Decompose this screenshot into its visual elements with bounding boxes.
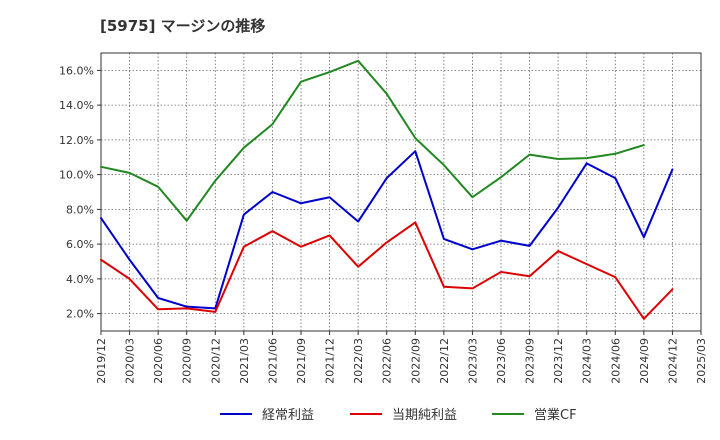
chart-title: [5975] マージンの推移 [100, 17, 265, 35]
x-tick-label: 2024/06 [609, 338, 622, 384]
x-tick-label: 2021/06 [266, 338, 279, 384]
y-tick-label: 10.0% [59, 169, 94, 182]
x-tick-label: 2022/12 [438, 338, 451, 384]
y-tick-label: 14.0% [59, 99, 94, 112]
plot-area [100, 52, 702, 332]
x-tick-label: 2020/06 [152, 338, 165, 384]
x-tick-label: 2022/03 [352, 338, 365, 384]
series-line [100, 221, 674, 320]
x-tick-label: 2023/03 [466, 338, 479, 384]
x-tick-label: 2020/09 [181, 338, 194, 384]
x-tick-label: 2021/09 [295, 338, 308, 384]
x-tick-label: 2024/03 [581, 338, 594, 384]
x-axis: 2019/12 2020/03 2020/06 2020/09 2020/12 2021/… [95, 331, 708, 384]
x-tick-label: 2023/12 [552, 338, 565, 384]
legend-label: 経常利益 [262, 408, 314, 423]
series-line [100, 150, 674, 310]
x-tick-label: 2023/09 [524, 338, 537, 384]
x-tick-label: 2020/12 [209, 338, 222, 384]
legend-label: 当期純利益 [392, 408, 457, 423]
x-tick-label: 2024/09 [638, 338, 651, 384]
y-axis: 2.0% 4.0% 6.0% 8.0% 10.0% 12.0% 14.0% 16.0% [59, 64, 101, 321]
y-tick-label: 8.0% [66, 203, 94, 216]
series-line [100, 59, 645, 222]
legend: 経常利益 当期純利益 営業CF [220, 407, 577, 423]
x-tick-label: 2022/06 [381, 338, 394, 384]
x-tick-label: 2021/12 [324, 338, 337, 384]
x-tick-label: 2025/03 [695, 338, 708, 384]
x-tick-label: 2024/12 [666, 338, 679, 384]
x-tick-label: 2023/06 [495, 338, 508, 384]
y-tick-label: 12.0% [59, 134, 94, 147]
x-tick-label: 2019/12 [95, 338, 108, 384]
series-lines [100, 59, 674, 320]
legend-label: 営業CF [534, 407, 577, 423]
x-tick-label: 2020/03 [124, 338, 137, 384]
y-tick-label: 4.0% [66, 273, 94, 286]
x-tick-label: 2022/09 [409, 338, 422, 384]
y-tick-label: 2.0% [66, 308, 94, 321]
y-tick-label: 6.0% [66, 238, 94, 251]
x-tick-label: 2021/03 [238, 338, 251, 384]
grid-lines [101, 53, 701, 331]
y-tick-label: 16.0% [59, 64, 94, 77]
